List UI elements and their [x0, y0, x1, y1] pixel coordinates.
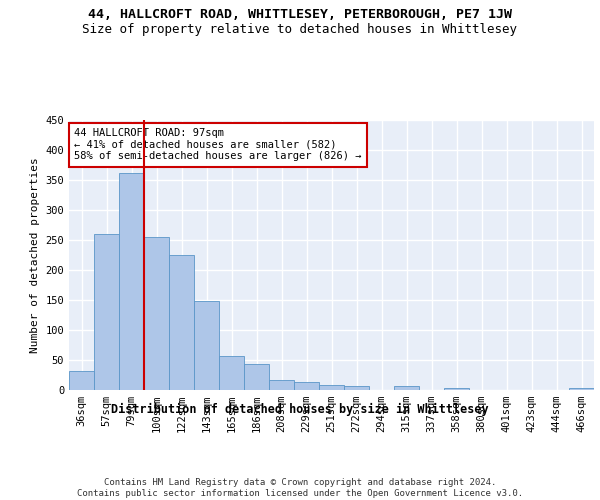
Bar: [394, 386, 419, 390]
Bar: [219, 356, 244, 390]
Y-axis label: Number of detached properties: Number of detached properties: [30, 157, 40, 353]
Bar: [94, 234, 119, 390]
Bar: [169, 255, 194, 390]
Bar: [269, 380, 294, 390]
Text: Size of property relative to detached houses in Whittlesey: Size of property relative to detached ho…: [83, 22, 517, 36]
Bar: [194, 301, 219, 390]
Text: 44 HALLCROFT ROAD: 97sqm
← 41% of detached houses are smaller (582)
58% of semi-: 44 HALLCROFT ROAD: 97sqm ← 41% of detach…: [74, 128, 362, 162]
Bar: [244, 364, 269, 390]
Text: Distribution of detached houses by size in Whittlesey: Distribution of detached houses by size …: [111, 402, 489, 415]
Bar: [144, 237, 169, 390]
Bar: [319, 384, 344, 390]
Bar: [344, 386, 369, 390]
Bar: [569, 388, 594, 390]
Text: 44, HALLCROFT ROAD, WHITTLESEY, PETERBOROUGH, PE7 1JW: 44, HALLCROFT ROAD, WHITTLESEY, PETERBOR…: [88, 8, 512, 20]
Bar: [444, 388, 469, 390]
Bar: [119, 173, 144, 390]
Text: Contains HM Land Registry data © Crown copyright and database right 2024.
Contai: Contains HM Land Registry data © Crown c…: [77, 478, 523, 498]
Bar: [294, 382, 319, 390]
Bar: [69, 372, 94, 390]
